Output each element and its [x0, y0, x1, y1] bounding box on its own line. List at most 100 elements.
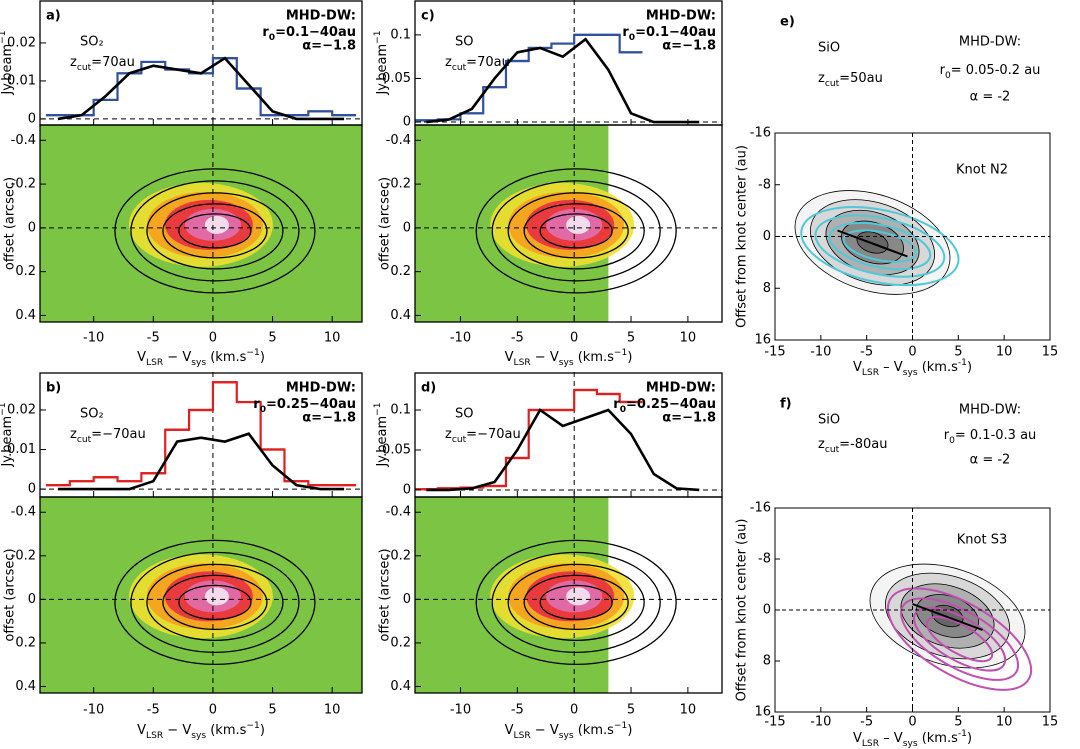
- model-contour: [114, 539, 316, 666]
- x-axis-label-part: − V: [531, 723, 559, 738]
- x-tick-label: 5: [268, 703, 276, 718]
- y-tick-label: 0: [763, 229, 771, 244]
- model-contour: [114, 168, 316, 294]
- y-axis-label: Jy.beam−1: [0, 402, 15, 467]
- zcut-part: =70au: [91, 55, 135, 70]
- model-alpha: α = -2: [970, 453, 1011, 468]
- x-axis-label: VLSR – Vsys (km.s-1): [853, 729, 972, 749]
- x-axis-label-part: V: [137, 350, 146, 365]
- y-tick-label: 0.05: [382, 442, 411, 457]
- y-tick-label: -8: [758, 552, 771, 567]
- y-tick-label: 0: [403, 115, 411, 130]
- model-spectrum: [426, 37, 700, 124]
- x-axis-label-part: sys: [903, 368, 918, 378]
- zcut: zcut=-80au: [818, 437, 888, 455]
- y-tick-label: -0.4: [11, 505, 36, 520]
- model-title: MHD-DW:: [286, 381, 356, 396]
- model-r0-part: 0: [629, 33, 635, 43]
- y-tick-label: -8: [758, 177, 771, 192]
- observed-connector: [45, 381, 357, 487]
- zcut-part: z: [70, 427, 77, 442]
- model-r0-part: r: [253, 397, 260, 412]
- model-contour: [539, 213, 613, 249]
- x-axis-label-part: sys: [191, 358, 206, 368]
- x-axis-label-part: sys: [559, 731, 574, 741]
- y-tick-label: 8: [763, 654, 771, 669]
- y-axis-label-part: Jy.beam: [375, 416, 390, 468]
- x-tick-label: 5: [627, 331, 635, 346]
- zcut-part: cut: [825, 79, 840, 89]
- x-tick-label: 10: [324, 703, 341, 718]
- x-axis-label-part: ): [967, 360, 972, 375]
- model-r0-part: 0: [949, 436, 955, 446]
- model-r0: r0= 0.1-0.3 au: [944, 428, 1037, 446]
- model-r0: r0= 0.05-0.2 au: [940, 63, 1041, 81]
- x-tick-label: -10: [810, 345, 831, 360]
- y-axis-label: Jy.beam−1: [373, 30, 390, 95]
- y-tick-label: 0.1: [390, 27, 411, 42]
- x-axis-label-part: – V: [879, 731, 903, 746]
- y-tick-label: 0.2: [390, 264, 411, 279]
- x-axis-label-part: V: [853, 360, 862, 375]
- model-r0-part: 0: [620, 405, 626, 415]
- zcut-part: =70au: [466, 55, 510, 70]
- model-contour: [507, 192, 645, 270]
- y-tick-label: 0.4: [15, 679, 36, 694]
- x-tick-label: -5: [860, 715, 873, 730]
- emission: [204, 587, 229, 606]
- x-tick-label: 10: [996, 345, 1013, 360]
- x-tick-label: 0: [908, 715, 916, 730]
- y-tick-label: 0.01: [7, 442, 36, 457]
- fit-line: [837, 229, 908, 258]
- x-axis-label-part: V: [505, 350, 514, 365]
- x-axis-label-part: − V: [163, 723, 191, 738]
- x-axis-label-part: V: [137, 723, 146, 738]
- species: SiO: [818, 41, 840, 56]
- x-tick-label: -5: [860, 345, 873, 360]
- y-axis-label-part: Jy.beam: [375, 44, 390, 96]
- model-title: MHD-DW:: [646, 381, 716, 396]
- model-title: MHD-DW:: [286, 9, 356, 24]
- x-axis-label: VLSR − Vsys (km.s−1): [505, 348, 633, 368]
- x-tick-label: -5: [147, 703, 160, 718]
- model-contour: [925, 616, 994, 663]
- x-axis-label: VLSR – Vsys (km.s-1): [853, 358, 972, 378]
- x-axis-label-part: ): [627, 723, 632, 738]
- model-r0-part: r: [944, 428, 950, 443]
- x-tick-label: -10: [450, 331, 471, 346]
- x-axis-label-part: (km.s: [574, 723, 615, 738]
- model-contour: [162, 574, 268, 631]
- x-tick-label: -10: [83, 703, 104, 718]
- model-alpha: α=−1.8: [302, 39, 356, 54]
- x-axis-label-part: LSR: [862, 739, 880, 749]
- x-axis-label-part: ): [627, 350, 632, 365]
- x-axis-label-part: (km.s: [206, 723, 247, 738]
- y-tick-label: 0: [403, 482, 411, 497]
- x-tick-label: 0: [570, 331, 578, 346]
- model-contour: [886, 587, 1033, 691]
- model-r0-part: r: [622, 25, 629, 40]
- zcut-part: =-80au: [839, 437, 887, 452]
- y-tick-label: 0: [28, 482, 36, 497]
- y-tick-label: -16: [750, 501, 771, 516]
- x-axis-label-part: (km.s: [206, 350, 247, 365]
- y-axis-label: offset (arcsec): [3, 548, 18, 641]
- knot-label: Knot S3: [957, 533, 1007, 548]
- y-axis-label: offset (arcsec): [378, 177, 393, 270]
- zcut-part: cut: [452, 435, 467, 445]
- model-r0-part: =0.1−40au: [275, 25, 356, 40]
- pv-frame: [39, 496, 363, 694]
- zcut: zcut=50au: [818, 71, 883, 89]
- y-axis-label-part: Jy.beam: [0, 44, 15, 96]
- model-title: MHD-DW:: [959, 403, 1021, 418]
- model-r0: r0=0.1−40au: [622, 25, 716, 43]
- x-axis-label-part: −1: [614, 721, 627, 731]
- y-tick-label: 0.4: [390, 679, 411, 694]
- emission: [566, 587, 591, 606]
- x-tick-label: 15: [1042, 345, 1059, 360]
- species: SO: [455, 407, 473, 422]
- model-contour: [130, 180, 300, 282]
- x-tick-label: 10: [996, 715, 1013, 730]
- observed-connector: [415, 33, 643, 122]
